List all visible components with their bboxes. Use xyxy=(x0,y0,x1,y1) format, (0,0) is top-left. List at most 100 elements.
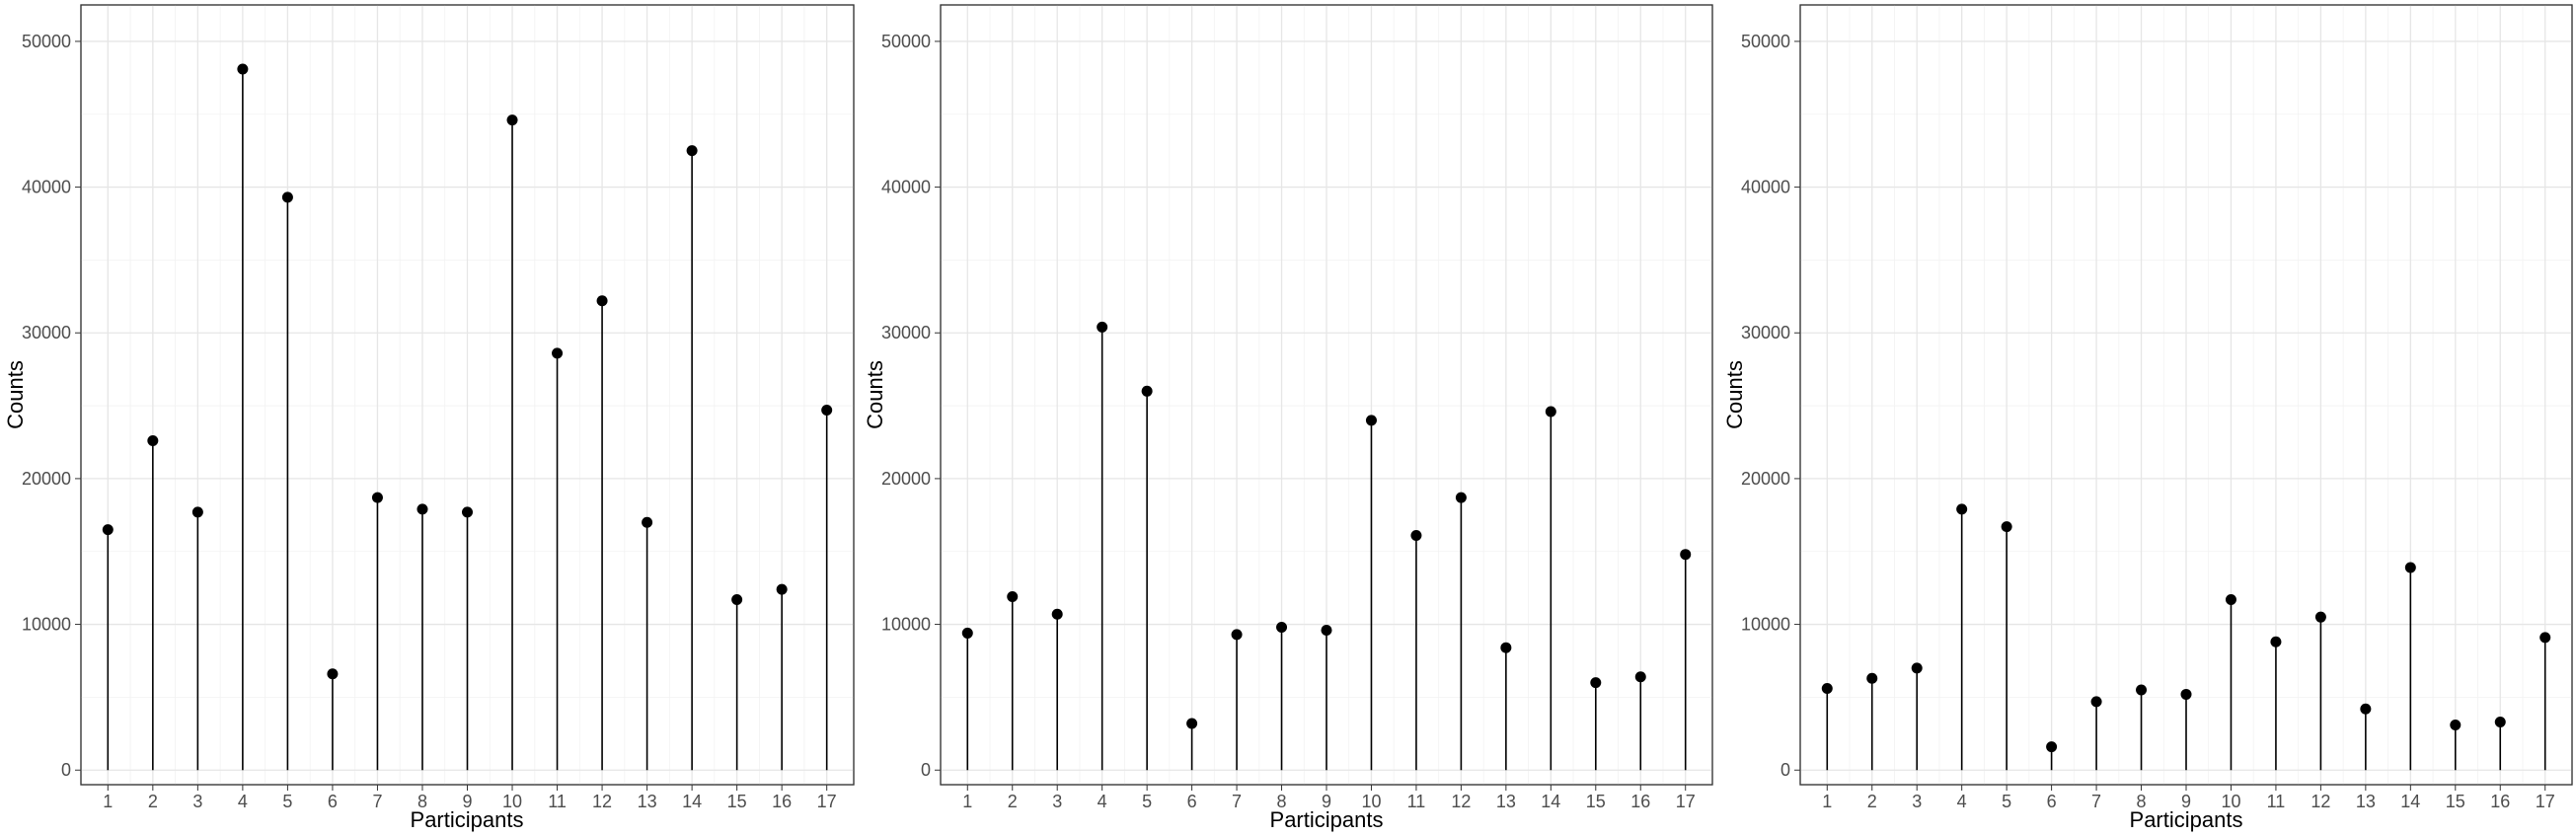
lollipop-point xyxy=(462,506,473,518)
x-tick-label: 4 xyxy=(1098,792,1107,811)
lollipop-point xyxy=(102,524,114,536)
lollipop-point xyxy=(552,347,564,359)
lollipop-point xyxy=(1866,672,1878,684)
x-tick-label: 5 xyxy=(2002,792,2011,811)
lollipop-point xyxy=(1634,671,1646,683)
x-tick-label: 8 xyxy=(2137,792,2147,811)
x-tick-label: 14 xyxy=(1541,792,1560,811)
lollipop-point xyxy=(417,503,428,515)
x-tick-label: 3 xyxy=(192,792,202,811)
lollipop-point xyxy=(1680,549,1692,561)
x-tick-label: 17 xyxy=(1676,792,1696,811)
x-axis-title: Participants xyxy=(1270,807,1384,832)
y-tick-label: 40000 xyxy=(881,178,931,197)
x-tick-label: 6 xyxy=(328,792,338,811)
lollipop-point xyxy=(1321,624,1332,636)
lollipop-point xyxy=(2001,521,2012,533)
x-axis-title: Participants xyxy=(411,807,524,832)
x-tick-label: 2 xyxy=(148,792,158,811)
lollipop-point xyxy=(371,492,383,503)
x-tick-label: 1 xyxy=(962,792,972,811)
lollipop-point xyxy=(1186,718,1198,729)
x-tick-label: 9 xyxy=(462,792,472,811)
lollipop-point xyxy=(1097,321,1108,333)
lollipop-point xyxy=(2136,684,2148,696)
lollipop-point xyxy=(2180,688,2192,700)
lollipop-point xyxy=(191,506,203,518)
x-tick-label: 11 xyxy=(1407,792,1426,811)
y-tick-label: 50000 xyxy=(22,32,71,51)
lollipop-point xyxy=(2090,696,2102,708)
lollipop-point xyxy=(2225,593,2236,605)
y-tick-label: 0 xyxy=(1780,760,1790,780)
x-tick-label: 3 xyxy=(1912,792,1922,811)
x-tick-label: 7 xyxy=(1232,792,1242,811)
x-tick-label: 7 xyxy=(2091,792,2101,811)
lollipop-point xyxy=(506,114,518,126)
lollipop-point xyxy=(1590,677,1602,689)
lollipop-point xyxy=(237,63,249,75)
lollipop-point xyxy=(1500,642,1512,653)
x-tick-label: 9 xyxy=(2181,792,2191,811)
y-tick-label: 50000 xyxy=(1741,32,1790,51)
lollipop-point xyxy=(1821,683,1833,695)
x-tick-label: 8 xyxy=(417,792,427,811)
y-tick-label: 20000 xyxy=(22,469,71,489)
y-tick-label: 40000 xyxy=(22,178,71,197)
x-axis-title: Participants xyxy=(2130,807,2243,832)
x-tick-label: 6 xyxy=(2047,792,2057,811)
lollipop-point xyxy=(2539,632,2551,644)
y-tick-label: 50000 xyxy=(881,32,931,51)
y-tick-label: 10000 xyxy=(1741,615,1790,635)
lollipop-point xyxy=(2360,703,2372,715)
lollipop-point xyxy=(821,405,833,417)
x-tick-label: 15 xyxy=(727,792,747,811)
lollipop-point xyxy=(1231,629,1243,641)
x-tick-label: 3 xyxy=(1052,792,1062,811)
x-tick-label: 14 xyxy=(2400,792,2420,811)
lollipop-point xyxy=(776,583,788,595)
y-axis-title: Counts xyxy=(863,360,887,429)
lollipop-point xyxy=(1956,503,1968,515)
x-tick-label: 9 xyxy=(1322,792,1331,811)
x-tick-label: 8 xyxy=(1277,792,1287,811)
lollipop-point xyxy=(686,145,698,157)
x-tick-label: 15 xyxy=(1586,792,1606,811)
y-tick-label: 40000 xyxy=(1741,178,1790,197)
x-tick-label: 1 xyxy=(1822,792,1832,811)
lollipop-point xyxy=(2450,719,2462,730)
lollipop-point xyxy=(147,435,159,447)
y-tick-label: 20000 xyxy=(1741,469,1790,489)
lollipop-point xyxy=(1365,415,1377,426)
lollipop-point xyxy=(327,668,339,680)
lollipop-point xyxy=(2270,636,2282,647)
y-axis-title: Counts xyxy=(3,360,28,429)
x-tick-label: 10 xyxy=(502,792,522,811)
x-tick-label: 15 xyxy=(2446,792,2465,811)
x-tick-label: 4 xyxy=(1957,792,1967,811)
x-tick-label: 12 xyxy=(1451,792,1471,811)
lollipop-point xyxy=(642,516,653,528)
lollipop-point xyxy=(2404,562,2416,573)
lollipop-point xyxy=(1007,591,1019,603)
lollipop-point xyxy=(2046,741,2058,753)
x-tick-label: 11 xyxy=(2267,792,2286,811)
y-tick-label: 0 xyxy=(921,760,931,780)
x-tick-label: 14 xyxy=(682,792,702,811)
x-tick-label: 16 xyxy=(2490,792,2510,811)
lollipop-point xyxy=(1141,385,1153,397)
x-tick-label: 4 xyxy=(238,792,248,811)
y-axis-title: Counts xyxy=(1722,360,1747,429)
y-tick-label: 30000 xyxy=(22,323,71,342)
x-tick-label: 2 xyxy=(1008,792,1018,811)
lollipop-point xyxy=(1545,406,1556,418)
y-tick-label: 10000 xyxy=(881,615,931,635)
x-tick-label: 13 xyxy=(2356,792,2376,811)
x-tick-label: 5 xyxy=(282,792,292,811)
lollipop-point xyxy=(731,593,743,605)
x-tick-label: 5 xyxy=(1142,792,1152,811)
x-tick-label: 1 xyxy=(103,792,113,811)
x-tick-label: 6 xyxy=(1187,792,1197,811)
y-tick-label: 20000 xyxy=(881,469,931,489)
